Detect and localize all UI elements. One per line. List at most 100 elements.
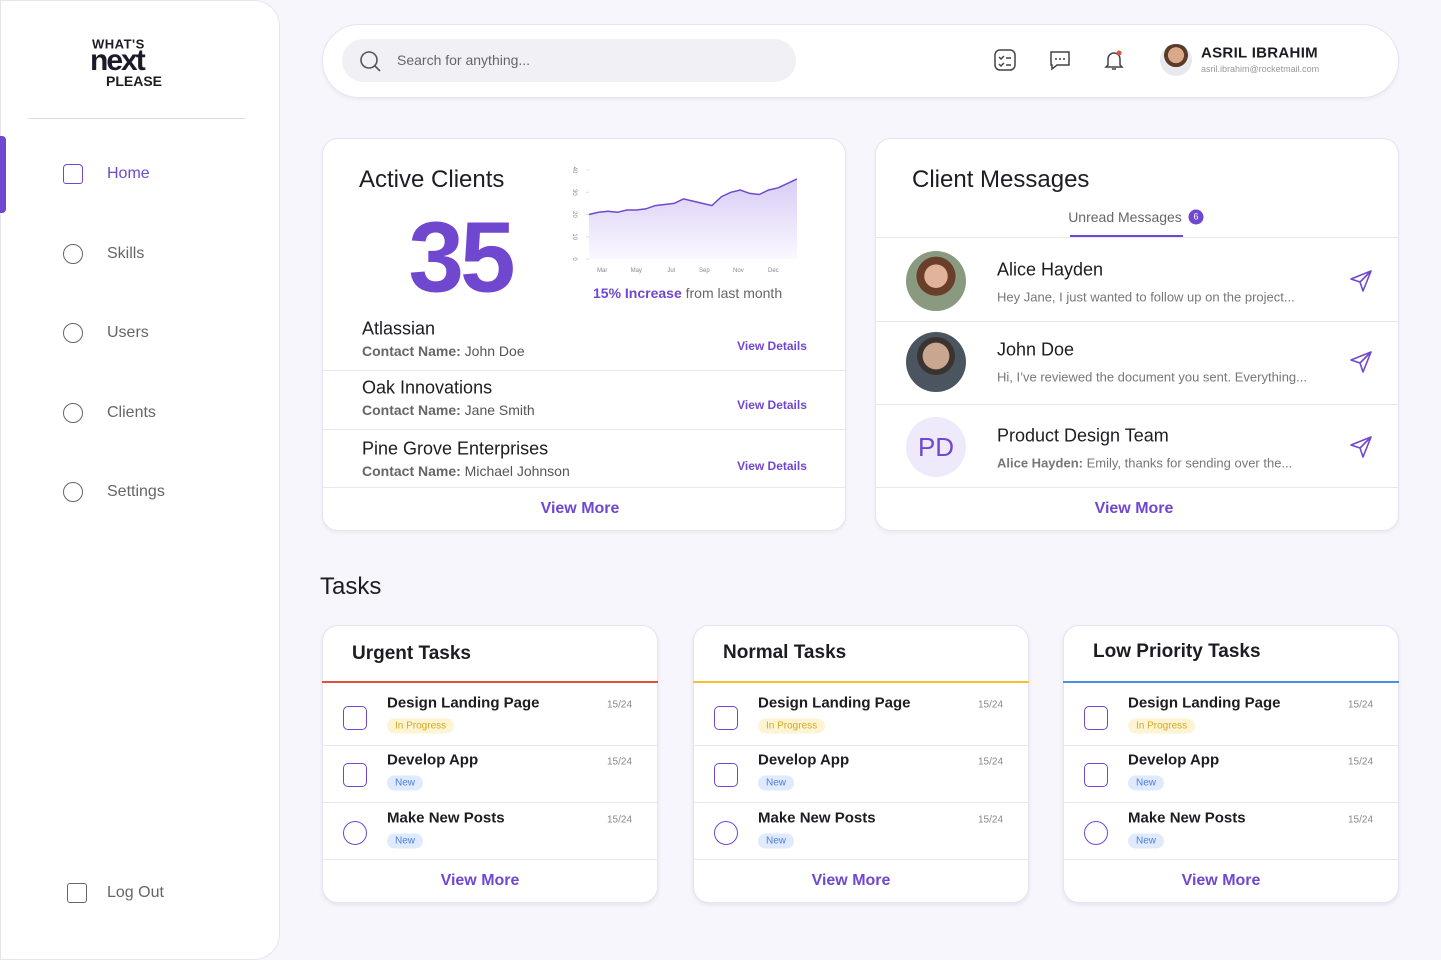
contact-name: Michael Johnson [460, 463, 570, 479]
contact-name: John Doe [460, 343, 525, 359]
view-more-link[interactable]: View More [540, 500, 620, 517]
status-badge: New [387, 775, 424, 791]
view-details-link[interactable]: View Details [737, 339, 807, 353]
avatar [906, 251, 966, 311]
client-contact: Contact Name: John Doe [362, 343, 525, 359]
divider [693, 745, 1029, 746]
task-date: 15/24 [1348, 814, 1374, 826]
task-card-title: Urgent Tasks [352, 643, 471, 664]
task-date: 15/24 [1348, 699, 1374, 711]
nav-icon[interactable] [63, 403, 83, 423]
task-icon [343, 821, 367, 845]
nav-icon[interactable] [63, 482, 83, 502]
nav-item[interactable]: Home [107, 165, 150, 182]
status-badge: In Progress [387, 718, 455, 734]
task-icon [1084, 821, 1108, 845]
sender-name: John Doe [997, 339, 1075, 360]
nav-icon[interactable] [63, 323, 83, 343]
preview-sender: Alice Hayden: [997, 455, 1087, 471]
status-badge: In Progress [758, 718, 826, 734]
divider [322, 429, 846, 430]
nav-item[interactable]: Skills [107, 245, 145, 262]
nav-item[interactable]: Users [107, 324, 149, 341]
search-box[interactable] [342, 39, 796, 82]
logout-button[interactable]: Log Out [107, 884, 164, 901]
bell-icon[interactable] [1102, 48, 1126, 72]
divider [322, 859, 658, 860]
status-badge: New [758, 775, 795, 791]
task-card [1063, 625, 1399, 903]
task-icon [343, 763, 367, 787]
search-placeholder: Search for anything... [397, 52, 531, 68]
task-icon [714, 706, 738, 730]
view-more-link[interactable]: View More [1181, 872, 1261, 889]
view-details-link[interactable]: View Details [737, 398, 807, 412]
status-badge: New [758, 833, 795, 849]
client-name: Oak Innovations [362, 377, 493, 398]
send-icon[interactable] [1349, 435, 1373, 459]
client-name: Atlassian [362, 318, 436, 339]
divider [875, 487, 1399, 488]
task-icon [714, 763, 738, 787]
divider [1063, 802, 1399, 803]
tab-underline [1070, 235, 1183, 237]
section-title: Tasks [320, 573, 382, 600]
clients-chart: 0 10 20 30 40 Mar May Jul Sep Nov Dec [571, 167, 798, 274]
divider [322, 370, 846, 371]
preview-text: Hi, I’ve reviewed the document you sent.… [997, 369, 1307, 385]
user-avatar[interactable] [1160, 44, 1192, 76]
avatar-initials: PD [906, 417, 966, 477]
task-date: 15/24 [978, 756, 1004, 768]
card-title: Client Messages [912, 166, 1090, 193]
send-icon[interactable] [1349, 350, 1373, 374]
active-indicator [0, 136, 6, 213]
divider [1063, 859, 1399, 860]
contact-label: Contact Name: [362, 402, 461, 418]
task-name: Make New Posts [758, 809, 876, 827]
logo-text: next [90, 44, 146, 77]
divider [322, 487, 846, 488]
task-icon [1084, 763, 1108, 787]
sidebar [0, 0, 280, 960]
task-date: 15/24 [607, 814, 633, 826]
task-card-title: Low Priority Tasks [1093, 641, 1261, 662]
tasks-icon[interactable] [993, 48, 1017, 72]
contact-name: Jane Smith [460, 402, 535, 418]
client-name: Pine Grove Enterprises [362, 438, 549, 459]
x-tick-label: May [631, 268, 642, 274]
contact-label: Contact Name: [362, 343, 461, 359]
logout-icon[interactable] [67, 883, 87, 903]
task-card [322, 625, 658, 903]
view-more-link[interactable]: View More [440, 872, 520, 889]
divider [322, 802, 658, 803]
user-email: asril.ibrahim@rocketmail.com [1201, 64, 1320, 74]
divider [1063, 745, 1399, 746]
y-tick-label: 10 [571, 233, 577, 240]
task-card [693, 625, 1029, 903]
unread-badge: 6 [1188, 209, 1204, 225]
search-icon [360, 51, 381, 72]
chart-area [589, 178, 797, 259]
chat-icon[interactable] [1048, 48, 1072, 72]
client-contact: Contact Name: Michael Johnson [362, 463, 570, 479]
task-name: Design Landing Page [1128, 694, 1281, 712]
sender-name: Product Design Team [997, 425, 1169, 446]
message-preview: Hey Jane, I just wanted to follow up on … [997, 290, 1295, 305]
nav-icon[interactable] [63, 244, 83, 264]
nav-item[interactable]: Settings [107, 483, 165, 500]
task-name: Design Landing Page [758, 694, 911, 712]
nav-icon[interactable] [63, 164, 83, 184]
view-details-link[interactable]: View Details [737, 459, 807, 473]
view-more-link[interactable]: View More [811, 872, 891, 889]
view-more-link[interactable]: View More [1094, 500, 1174, 517]
nav-item[interactable]: Clients [107, 404, 156, 421]
tab-unread[interactable]: Unread Messages [1068, 209, 1182, 225]
task-icon [714, 821, 738, 845]
divider [875, 321, 1399, 322]
x-tick-label: Jul [667, 268, 675, 274]
status-badge: New [387, 833, 424, 849]
send-icon[interactable] [1349, 269, 1373, 293]
preview-text: Hey Jane, I just wanted to follow up on … [997, 289, 1295, 305]
message-preview: Hi, I’ve reviewed the document you sent.… [997, 370, 1307, 385]
